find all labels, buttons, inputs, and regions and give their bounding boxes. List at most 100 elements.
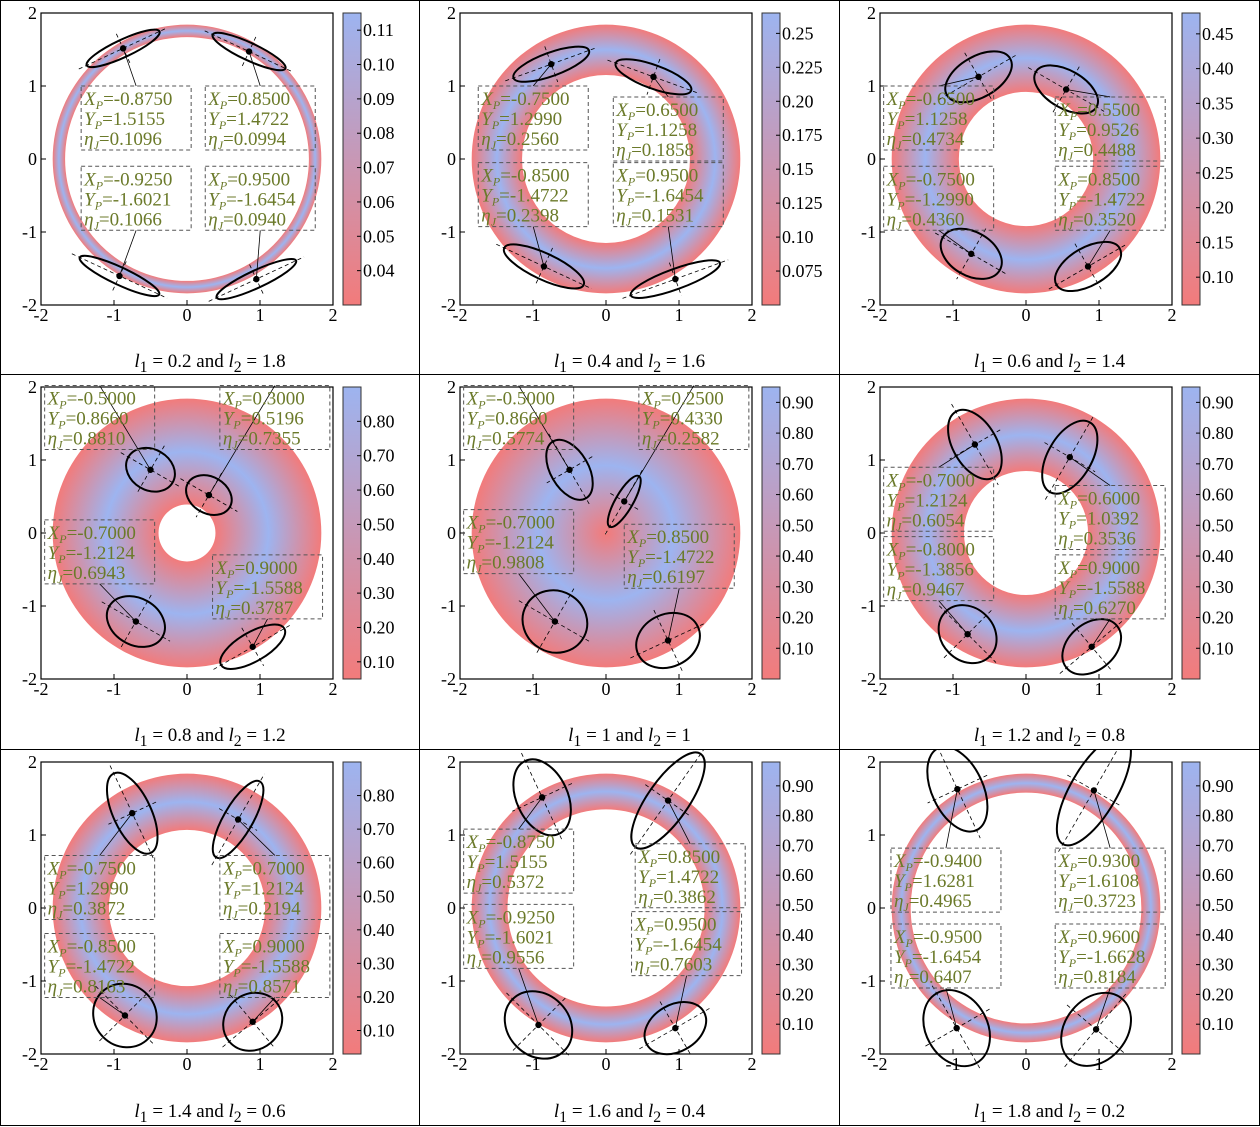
annotation-text: XP=0.7000	[222, 858, 305, 881]
annotation-box	[477, 85, 589, 151]
annotation-text: YP=1.4722	[638, 867, 719, 890]
l1-value: 0.6	[1007, 351, 1032, 372]
y-tick-label: -1	[22, 596, 37, 616]
annotation-text: ηJ=0.9467	[887, 580, 965, 603]
annotation-box	[890, 847, 1002, 913]
colorbar-tick-label: 0.30	[1202, 955, 1234, 975]
l2-value: 0.4	[681, 1101, 706, 1122]
point-marker	[1088, 643, 1095, 650]
x-tick-label: -2	[873, 305, 888, 325]
annotation-text: ηJ=0.6054	[887, 510, 965, 533]
annotation-box	[1054, 923, 1166, 989]
l1-value: 0.2	[167, 351, 192, 372]
x-tick-label: 2	[1168, 679, 1177, 699]
y-tick-label: 1	[867, 450, 876, 470]
annotation-text: ηJ=0.5372	[467, 872, 545, 895]
leader-line	[518, 797, 543, 830]
leader-line	[532, 63, 552, 87]
x-tick-label: 2	[748, 679, 757, 699]
colorbar-tick-label: 0.04	[363, 261, 395, 281]
annotation-text: YP=0.8660	[467, 409, 548, 432]
colorbar-tick-label: 0.10	[1202, 638, 1234, 658]
annotation-box	[212, 554, 324, 620]
y-tick-label: 0	[28, 149, 37, 169]
annotation-text: YP=-1.3856	[887, 560, 974, 583]
leader-line	[938, 229, 972, 255]
annotation-box	[204, 85, 316, 151]
point-marker	[664, 637, 672, 644]
panel-caption: l1 = 0.4 and l2 = 1.6	[553, 351, 706, 376]
chart-panel: -2 -2 -1 -1 0 0 1 1 2 2 XP=-0.7500 YP=1.2990 ηJ=0.38…	[0, 750, 420, 1126]
leader-line	[119, 230, 137, 277]
y-tick-label: -2	[22, 1044, 37, 1064]
colorbar-tick-label: 0.075	[782, 261, 823, 281]
colorbar-tick-label: 0.125	[782, 193, 823, 213]
point-marker	[953, 1024, 960, 1032]
annotation-text: ηJ=0.2582	[642, 429, 720, 452]
y-tick-label: 0	[28, 523, 37, 543]
y-tick-label: 1	[867, 825, 876, 845]
colorbar-tick-label: 0.50	[1202, 515, 1234, 535]
colorbar-tick-label: 0.60	[782, 485, 814, 505]
colorbar-tick-label: 0.05	[363, 226, 395, 246]
colorbar-tick-label: 0.80	[1202, 423, 1234, 443]
annotation-text: XP=0.9000	[1057, 558, 1140, 581]
y-tick-label: 1	[28, 825, 37, 845]
point-marker	[664, 797, 672, 804]
colorbar-tick-label: 0.10	[782, 638, 814, 658]
x-tick-label: 1	[256, 1054, 265, 1074]
y-tick-label: -1	[22, 222, 37, 242]
y-tick-label: 0	[867, 149, 876, 169]
point-marker	[129, 809, 136, 817]
colorbar-tick-label: 0.175	[782, 125, 823, 145]
colorbar-tick-label: 0.20	[782, 984, 814, 1004]
manipulability-ellipse	[607, 58, 700, 96]
manipulability-ellipse	[512, 752, 573, 842]
workspace-ring	[52, 398, 322, 668]
annotation-text: XP=-0.8750	[466, 832, 555, 855]
x-tick-label: -1	[107, 1054, 122, 1074]
annotation-text: ηJ=0.1066	[84, 209, 162, 232]
point-marker	[672, 275, 679, 283]
annotation-text: YP=1.4722	[208, 109, 289, 132]
annotation-text: YP=0.9526	[1058, 120, 1139, 143]
colorbar-tick-label: 0.70	[782, 454, 814, 474]
l2-value: 1	[681, 725, 691, 746]
colorbar-tick-label: 0.11	[363, 20, 394, 40]
colorbar-tick-label: 0.90	[1202, 392, 1234, 412]
annotation-box	[204, 165, 316, 231]
leader-line	[938, 444, 976, 468]
heatmap-svg: -2-2 -1-1001122XP=-0.9400YP=1.6281ηJ=0.49…	[861, 750, 1234, 1074]
chart-panel: -2 -2 -1 -1 0 0 1 1 2 2 XP=-0.9400 YP=1.6281 ηJ=0.49…	[840, 750, 1260, 1126]
point-marker	[1092, 1026, 1100, 1033]
annotation-text: YP=-1.6454	[635, 935, 723, 958]
colorbar-tick-label: 0.20	[1202, 984, 1234, 1004]
y-tick-label: -2	[441, 295, 456, 315]
colorbar-tick-label: 0.70	[1202, 454, 1234, 474]
chart-panel: -2 -2 -1 -1 0 0 1 1 2 2 XP=-0.7000 YP=1.2124 ηJ=0.60…	[840, 375, 1260, 750]
x-tick-label: -2	[34, 1054, 49, 1074]
x-tick-label: -2	[34, 679, 49, 699]
colorbar-tick-label: 0.90	[782, 776, 814, 796]
manipulability-ellipse	[937, 604, 998, 665]
colorbar-tick-label: 0.10	[1202, 1014, 1234, 1034]
point-marker	[954, 785, 961, 793]
colorbar-tick-label: 0.40	[363, 549, 395, 569]
colorbar-tick-label: 0.20	[1202, 198, 1234, 218]
colorbar-tick-label: 0.225	[782, 57, 823, 77]
x-tick-label: 1	[256, 305, 265, 325]
colorbar-tick-label: 0.60	[363, 853, 395, 873]
annotation-text: ηJ=0.3520	[1058, 209, 1136, 232]
colorbar-tick-label: 0.70	[782, 835, 814, 855]
x-tick-label: -1	[526, 679, 541, 699]
heatmap-svg: -2-2 -1 -1 0 0 1 1 2 2 XP=-0.8750YP=1.5155ηJ=0.53…	[441, 750, 814, 1074]
y-tick-label: 1	[867, 76, 876, 96]
leader-line	[674, 975, 687, 1029]
colorbar-tick-label: 0.90	[1202, 776, 1234, 796]
y-tick-label: 1	[28, 76, 37, 96]
colorbar-tick-label: 0.80	[782, 423, 814, 443]
annotation-box	[883, 165, 995, 231]
annotation-text: ηJ=0.3536	[1058, 529, 1136, 552]
panel-caption: l1 = 0.2 and l2 = 1.8	[134, 351, 286, 376]
